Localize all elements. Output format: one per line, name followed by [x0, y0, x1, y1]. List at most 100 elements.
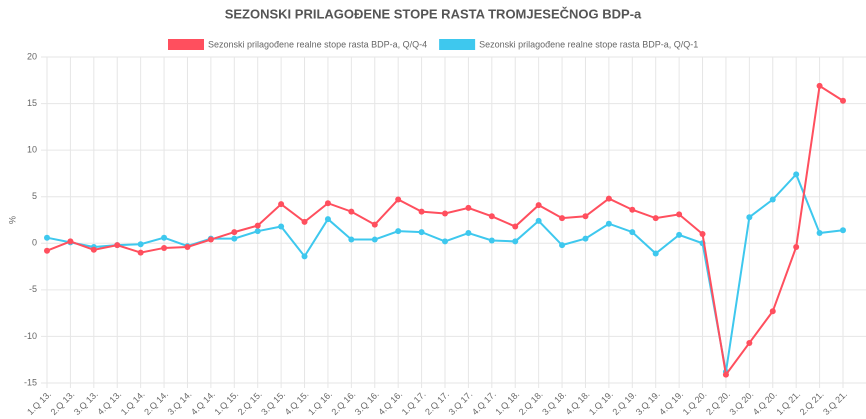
data-point — [652, 215, 659, 222]
data-point — [582, 213, 589, 220]
x-tick-label: 1.Q 21. — [774, 389, 802, 417]
data-point — [278, 201, 285, 208]
data-point — [769, 196, 776, 203]
legend-swatch — [439, 39, 476, 50]
x-tick-label: 3.Q 19. — [634, 389, 662, 417]
legend-label: Sezonski prilagođene realne stope rasta … — [479, 39, 698, 49]
x-tick-label: 2.Q 20. — [704, 389, 732, 417]
x-tick-label: 2.Q 18. — [517, 389, 545, 417]
x-tick-label: 1.Q 20. — [681, 389, 709, 417]
x-tick-label: 2.Q 17. — [423, 389, 451, 417]
x-tick-label: 2.Q 21. — [798, 389, 826, 417]
x-tick-label: 3.Q 20. — [727, 389, 755, 417]
data-point — [161, 244, 168, 251]
x-tick-label: 3.Q 16. — [353, 389, 381, 417]
data-point — [137, 249, 144, 256]
data-point — [816, 82, 823, 89]
data-point — [301, 218, 308, 225]
data-point — [395, 228, 402, 235]
data-point — [184, 244, 191, 251]
data-point — [418, 208, 425, 215]
data-point — [231, 235, 238, 242]
y-tick-label: 20 — [27, 51, 37, 61]
data-point — [559, 215, 566, 222]
data-point — [840, 227, 846, 234]
x-tick-label: 4.Q 15. — [283, 389, 311, 417]
data-point — [67, 238, 74, 245]
x-tick-label: 1.Q 16. — [306, 389, 334, 417]
data-point — [652, 250, 659, 257]
data-point — [137, 241, 144, 248]
data-point — [254, 228, 261, 235]
data-point — [769, 308, 776, 315]
data-point — [535, 202, 542, 209]
data-point — [301, 253, 308, 260]
data-point — [605, 220, 612, 227]
y-tick-label: 15 — [27, 98, 37, 108]
data-point — [44, 234, 50, 241]
data-point — [114, 242, 121, 249]
data-point — [278, 223, 285, 230]
x-tick-label: 3.Q 15. — [259, 389, 287, 417]
x-tick-label: 1.Q 17. — [400, 389, 428, 417]
chart-title: SEZONSKI PRILAGOĐENE STOPE RASTA TROMJES… — [225, 6, 642, 21]
x-tick-label: 3.Q 21. — [821, 389, 849, 417]
y-tick-label: -5 — [29, 284, 37, 294]
data-point — [512, 223, 519, 230]
data-point — [746, 339, 753, 346]
data-point — [746, 214, 753, 221]
data-point — [465, 204, 472, 211]
y-tick-label: 0 — [32, 238, 37, 248]
data-point — [44, 247, 50, 254]
data-point — [793, 171, 800, 178]
x-tick-label: 1.Q 19. — [587, 389, 615, 417]
data-point — [816, 230, 823, 237]
data-point — [676, 211, 683, 218]
data-point — [254, 222, 261, 229]
x-tick-label: 4.Q 19. — [657, 389, 685, 417]
data-point — [676, 231, 683, 238]
x-tick-label: 1.Q 14. — [119, 389, 147, 417]
data-point — [699, 230, 706, 237]
x-tick-label: 4.Q 17. — [470, 389, 498, 417]
y-tick-label: 5 — [32, 191, 37, 201]
x-tick-label: 4.Q 16. — [376, 389, 404, 417]
data-point — [512, 238, 519, 245]
x-tick-label: 3.Q 14. — [166, 389, 194, 417]
y-tick-label: 10 — [27, 145, 37, 155]
data-point — [582, 235, 589, 242]
x-tick-label: 3.Q 13. — [72, 389, 100, 417]
data-point — [605, 195, 612, 202]
data-point — [559, 242, 566, 249]
data-point — [535, 217, 542, 224]
x-tick-label: 3.Q 18. — [540, 389, 568, 417]
data-point — [442, 210, 448, 217]
data-point — [465, 230, 472, 237]
legend-label: Sezonski prilagođene realne stope rasta … — [208, 39, 427, 49]
x-tick-label: 4.Q 13. — [95, 389, 123, 417]
x-tick-label: 3.Q 17. — [447, 389, 475, 417]
x-tick-label: 4.Q 18. — [564, 389, 592, 417]
data-point — [324, 200, 331, 207]
data-point — [90, 246, 97, 253]
x-tick-label: 4.Q 20. — [751, 389, 779, 417]
x-tick-label: 2.Q 16. — [329, 389, 357, 417]
y-axis-label: % — [7, 216, 17, 224]
data-point — [442, 238, 448, 245]
x-tick-label: 2.Q 15. — [236, 389, 264, 417]
data-point — [629, 229, 636, 236]
data-point — [488, 213, 495, 220]
x-tick-label: 2.Q 19. — [610, 389, 638, 417]
y-tick-label: -10 — [24, 331, 37, 341]
y-tick-label: -15 — [24, 377, 37, 387]
data-point — [793, 244, 800, 251]
data-point — [348, 208, 355, 215]
legend-swatch — [168, 39, 204, 50]
data-point — [207, 236, 214, 243]
data-point — [395, 196, 402, 203]
data-point — [488, 237, 495, 244]
x-tick-label: 1.Q 13. — [25, 389, 53, 417]
data-point — [348, 236, 355, 243]
x-tick-label: 1.Q 15. — [212, 389, 240, 417]
